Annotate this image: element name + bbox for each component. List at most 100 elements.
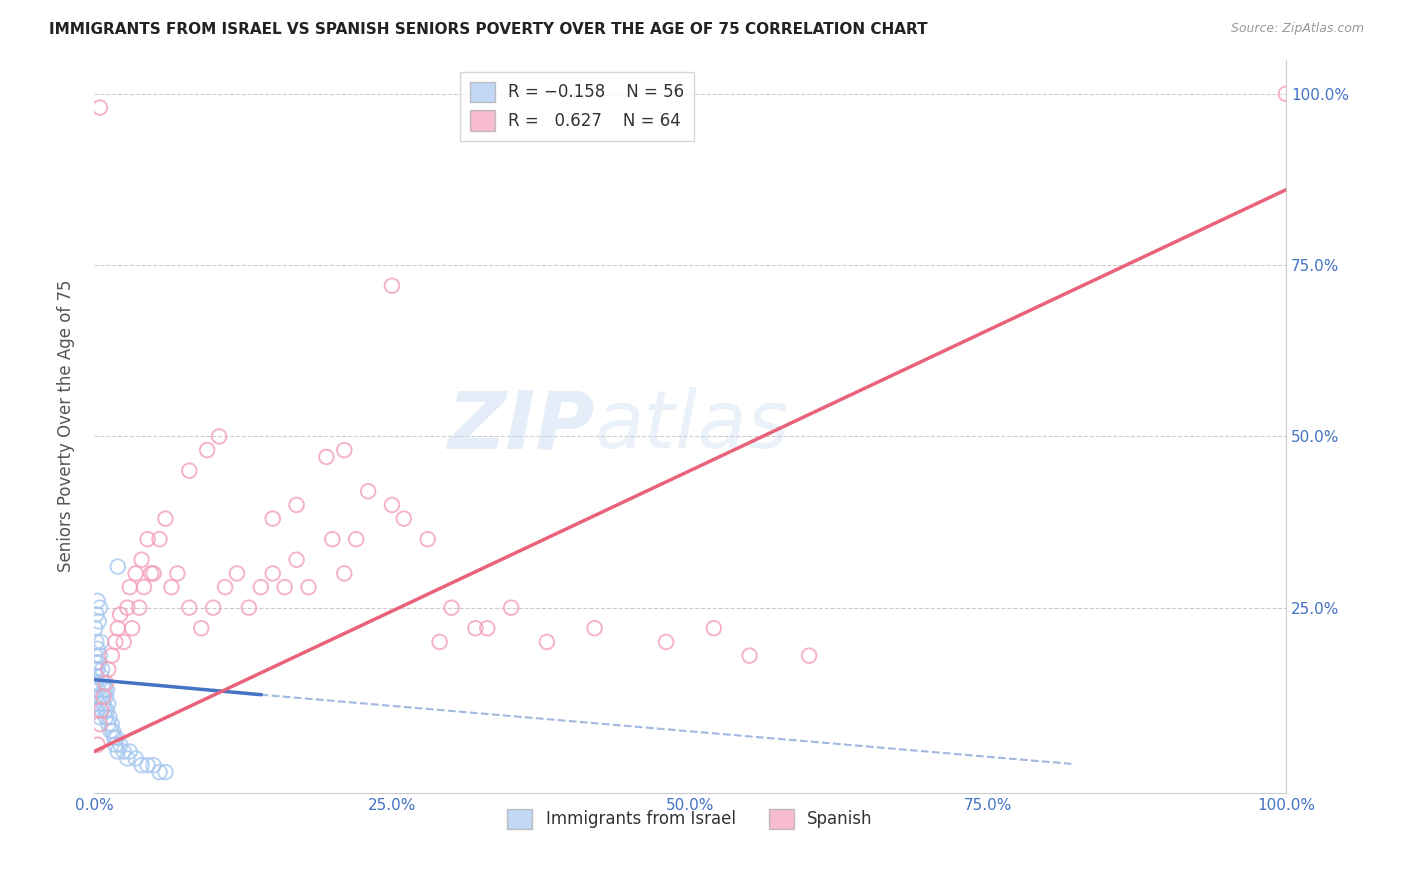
Point (501, 600, 523, 615)
Point (250, 580, 273, 594)
Point (321, 532, 343, 546)
Point (392, 511, 415, 525)
Point (89, 101, 111, 115)
Point (86, 669, 108, 683)
Point (738, 648, 761, 663)
Point (93, 676, 115, 690)
Point (477, 621, 499, 635)
Point (112, 745, 135, 759)
Point (93, 682, 115, 697)
Point (104, 738, 127, 752)
Point (357, 484, 380, 499)
Text: Source: ZipAtlas.com: Source: ZipAtlas.com (1230, 22, 1364, 36)
Point (131, 552, 153, 566)
Point (155, 765, 177, 780)
Point (190, 621, 212, 635)
Point (118, 745, 141, 759)
Point (86, 656, 108, 670)
Point (262, 511, 284, 525)
Point (89, 710, 111, 724)
Point (91, 662, 114, 676)
Point (97, 697, 120, 711)
Point (89, 648, 111, 663)
Point (262, 566, 284, 581)
Point (117, 751, 139, 765)
Point (117, 600, 139, 615)
Point (344, 532, 367, 546)
Point (124, 566, 146, 581)
Point (285, 552, 308, 566)
Point (166, 566, 188, 581)
Point (179, 464, 201, 478)
Point (90, 669, 112, 683)
Point (84, 676, 107, 690)
Point (121, 621, 143, 635)
Point (90, 635, 112, 649)
Point (84, 648, 107, 663)
Point (87, 615, 110, 629)
Point (124, 751, 146, 765)
Point (96, 682, 118, 697)
Point (86, 682, 108, 697)
Text: atlas: atlas (595, 387, 789, 465)
Point (464, 621, 486, 635)
Point (107, 745, 129, 759)
Point (93, 703, 115, 717)
Point (104, 635, 127, 649)
Point (128, 600, 150, 615)
Point (86, 635, 108, 649)
Point (86, 641, 108, 656)
Point (86, 703, 108, 717)
Point (86, 594, 108, 608)
Point (84, 662, 107, 676)
Point (100, 724, 122, 739)
Point (86, 738, 108, 752)
Point (273, 580, 295, 594)
Point (112, 635, 135, 649)
Point (84, 621, 107, 635)
Point (93, 697, 115, 711)
Point (90, 703, 112, 717)
Point (86, 690, 108, 704)
Point (136, 758, 159, 772)
Point (333, 566, 356, 581)
Y-axis label: Seniors Poverty Over the Age of 75: Seniors Poverty Over the Age of 75 (58, 280, 75, 573)
Point (131, 758, 153, 772)
Point (118, 580, 141, 594)
Point (1275, 87, 1298, 101)
Point (381, 498, 404, 512)
Point (333, 443, 356, 458)
Point (429, 635, 451, 649)
Point (94, 676, 117, 690)
Legend: Immigrants from Israel, Spanish: Immigrants from Israel, Spanish (501, 802, 879, 836)
Point (416, 532, 439, 546)
Point (101, 648, 124, 663)
Point (108, 607, 131, 622)
Point (142, 758, 165, 772)
Point (96, 703, 118, 717)
Point (86, 607, 108, 622)
Point (90, 703, 112, 717)
Point (797, 648, 820, 663)
Point (91, 690, 114, 704)
Point (226, 566, 249, 581)
Point (703, 621, 725, 635)
Point (655, 635, 678, 649)
Point (86, 662, 108, 676)
Point (103, 731, 125, 745)
Point (97, 662, 120, 676)
Point (148, 765, 170, 780)
Point (214, 580, 236, 594)
Point (89, 600, 111, 615)
Point (141, 566, 163, 581)
Point (202, 600, 225, 615)
Point (132, 580, 155, 594)
Point (160, 580, 183, 594)
Point (381, 278, 404, 293)
Point (87, 697, 110, 711)
Point (101, 724, 124, 739)
Point (94, 710, 117, 724)
Point (195, 443, 218, 458)
Point (155, 511, 177, 525)
Point (238, 600, 260, 615)
